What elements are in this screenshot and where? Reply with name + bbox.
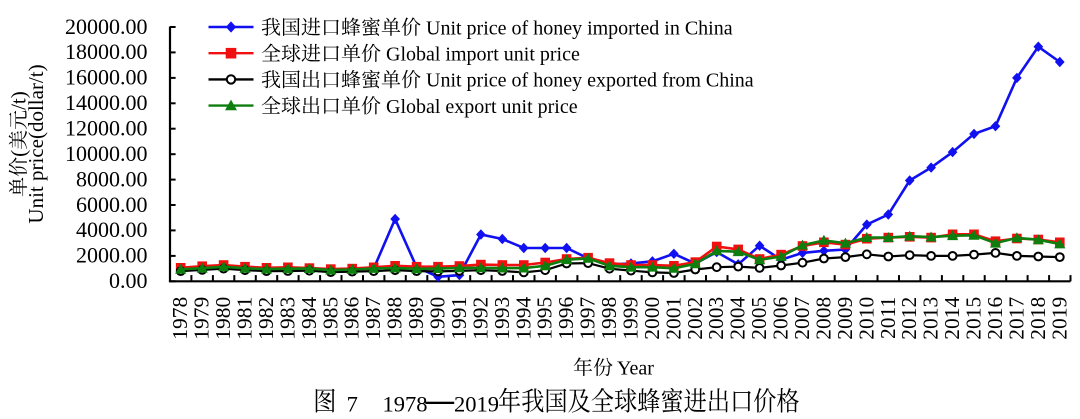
svg-text:2005: 2005: [747, 297, 771, 340]
svg-text:1984: 1984: [297, 297, 321, 340]
svg-text:Year: Year: [617, 358, 654, 380]
svg-text:2004: 2004: [726, 297, 750, 340]
svg-text:2016: 2016: [983, 297, 1007, 340]
svg-text:0.00: 0.00: [109, 268, 148, 293]
svg-text:1982: 1982: [254, 297, 278, 340]
svg-text:2009: 2009: [833, 297, 857, 340]
svg-text:1997: 1997: [576, 297, 600, 340]
svg-text:1979: 1979: [190, 297, 214, 340]
svg-text:10000.00: 10000.00: [65, 141, 148, 166]
svg-text:Global export unit price: Global export unit price: [386, 96, 578, 118]
svg-text:1998: 1998: [597, 297, 621, 340]
svg-text:1992: 1992: [468, 297, 492, 340]
svg-text:2007: 2007: [790, 297, 814, 340]
svg-text:1985: 1985: [318, 297, 342, 340]
svg-text:16000.00: 16000.00: [65, 65, 148, 90]
svg-text:2002: 2002: [683, 297, 707, 340]
svg-text:2013: 2013: [919, 297, 943, 340]
svg-text:1991: 1991: [447, 297, 471, 340]
svg-text:1999: 1999: [619, 297, 643, 340]
svg-text:Global import unit price: Global import unit price: [386, 44, 580, 66]
svg-text:1988: 1988: [383, 297, 407, 340]
svg-text:Unit price of honey imported i: Unit price of honey imported in China: [426, 17, 733, 39]
svg-text:14000.00: 14000.00: [65, 90, 148, 115]
svg-text:2006: 2006: [769, 297, 793, 340]
svg-text:2012: 2012: [897, 297, 921, 340]
svg-text:2017: 2017: [1004, 297, 1028, 340]
svg-text:1996: 1996: [554, 297, 578, 340]
svg-text:20000.00: 20000.00: [65, 14, 148, 39]
svg-text:4000.00: 4000.00: [76, 217, 148, 242]
svg-text:2019: 2019: [454, 392, 499, 417]
svg-text:8000.00: 8000.00: [76, 166, 148, 191]
svg-text:2000.00: 2000.00: [76, 243, 148, 268]
svg-text:2001: 2001: [661, 297, 685, 340]
svg-text:2018: 2018: [1026, 297, 1050, 340]
svg-text:18000.00: 18000.00: [65, 39, 148, 64]
svg-text:(: (: [7, 150, 31, 157]
svg-text:Unit price(dollar/t): Unit price(dollar/t): [24, 64, 48, 223]
svg-text:1983: 1983: [275, 297, 299, 340]
svg-text:2015: 2015: [962, 297, 986, 340]
svg-text:2019: 2019: [1047, 297, 1071, 340]
svg-text:2003: 2003: [704, 297, 728, 340]
svg-text:1995: 1995: [533, 297, 557, 340]
svg-text:2011: 2011: [876, 297, 900, 339]
svg-text:7: 7: [347, 392, 358, 417]
svg-text:1994: 1994: [511, 297, 535, 340]
svg-text:1989: 1989: [404, 297, 428, 340]
svg-text:1978: 1978: [383, 392, 428, 417]
svg-text:2008: 2008: [811, 297, 835, 340]
svg-text:1980: 1980: [211, 297, 235, 340]
svg-text:2010: 2010: [854, 297, 878, 340]
svg-text:1993: 1993: [490, 297, 514, 340]
svg-text:1986: 1986: [340, 297, 364, 340]
svg-text:1990: 1990: [426, 297, 450, 340]
svg-text:1978: 1978: [168, 297, 192, 340]
svg-text:Unit price of honey exported f: Unit price of honey exported from China: [426, 70, 754, 92]
svg-text:6000.00: 6000.00: [76, 192, 148, 217]
svg-text:1987: 1987: [361, 297, 385, 340]
svg-text:/t): /t): [7, 91, 31, 110]
svg-text:2000: 2000: [640, 297, 664, 340]
svg-text:2014: 2014: [940, 297, 964, 340]
svg-text:1981: 1981: [233, 297, 257, 340]
svg-text:12000.00: 12000.00: [65, 116, 148, 141]
